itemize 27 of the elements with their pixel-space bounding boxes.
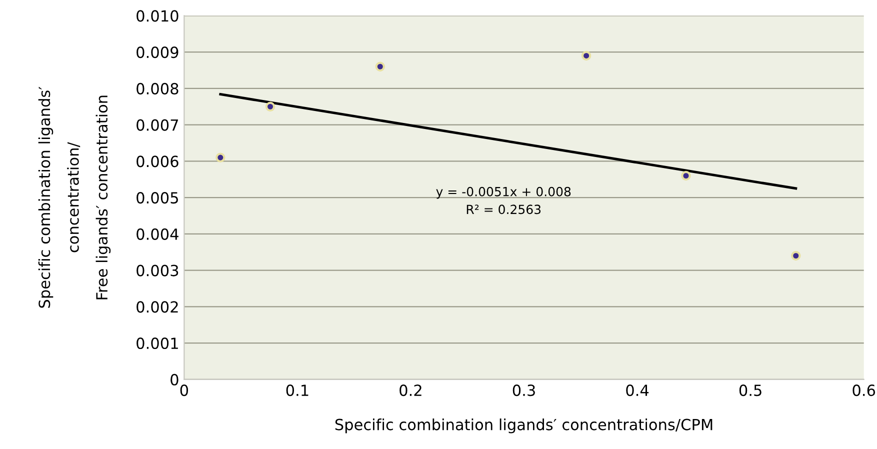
- x-axis-title: Specific combination ligands′ concentrations/CPM: [335, 418, 712, 434]
- y-tick-label: 0.008: [136, 82, 178, 94]
- annotation: y = -0.0051x + 0.008 R² = 0.2563: [436, 186, 571, 214]
- y-tick-label: 0.010: [136, 10, 178, 22]
- y-tick-label: 0: [170, 374, 178, 386]
- x-tick-label: 0.1: [286, 384, 308, 396]
- x-tick-label: 0.3: [512, 384, 535, 396]
- x-tick-label: 0.2: [400, 384, 422, 396]
- y-tick-label: 0.009: [136, 46, 178, 58]
- y-tick-label: 0.001: [136, 338, 178, 350]
- x-tick-label: 0: [180, 384, 188, 396]
- point: [581, 50, 592, 61]
- y-axis-title: Specific combination ligands′ concentration/ Free ligands′ concentration: [38, 86, 111, 308]
- y-tick-label: 0.006: [136, 156, 178, 168]
- y-tick-label: 0.007: [136, 119, 178, 131]
- y-tick-label: 0.003: [136, 264, 178, 276]
- y-tick-label: 0.004: [136, 228, 178, 240]
- point: [216, 152, 226, 162]
- y-tick-label: 0.005: [136, 192, 178, 204]
- x-tick-label: 0.6: [852, 384, 876, 396]
- x-tick-label: 0.4: [626, 384, 649, 396]
- point: [681, 170, 691, 181]
- point: [265, 102, 276, 112]
- x-tick-label: 0.5: [739, 384, 762, 396]
- y-tick-label: 0.002: [136, 301, 178, 313]
- point: [791, 250, 801, 261]
- point: [375, 62, 385, 72]
